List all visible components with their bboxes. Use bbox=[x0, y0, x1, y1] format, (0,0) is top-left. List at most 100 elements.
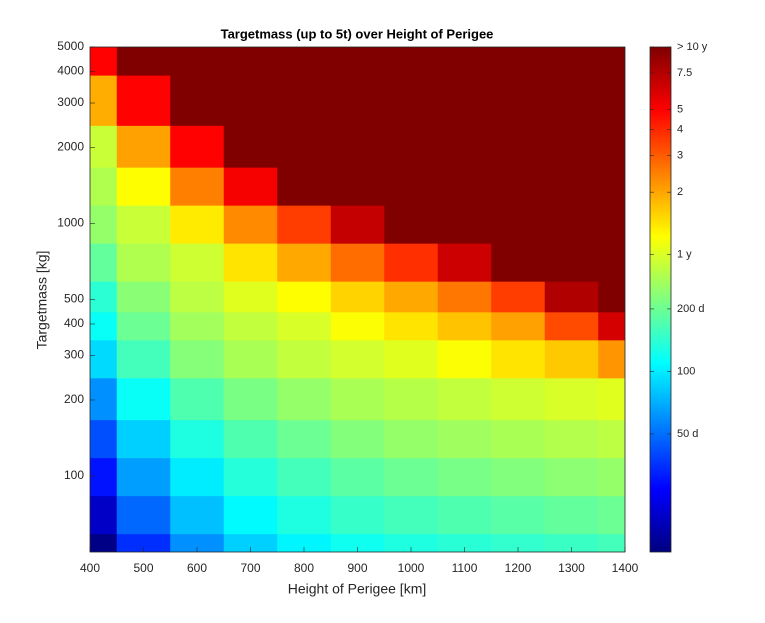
heat-cell bbox=[116, 47, 171, 76]
heat-cell bbox=[384, 75, 439, 126]
heat-cell bbox=[277, 339, 332, 379]
heat-cell bbox=[330, 419, 385, 459]
heat-cell bbox=[544, 167, 599, 206]
heat-cell bbox=[384, 419, 439, 459]
heat-cell bbox=[223, 75, 278, 126]
heat-cell bbox=[491, 167, 546, 206]
heat-cell bbox=[491, 205, 546, 244]
colorbar-tick-label: 200 d bbox=[677, 303, 705, 315]
heat-cell bbox=[491, 311, 546, 341]
heat-cell bbox=[437, 457, 492, 497]
heat-cell bbox=[330, 243, 385, 282]
heat-cell bbox=[437, 281, 492, 313]
colorbar-tick-label: 50 d bbox=[677, 428, 698, 440]
heat-cell bbox=[598, 47, 625, 76]
heat-cell bbox=[598, 419, 625, 459]
heat-cell bbox=[384, 125, 439, 168]
heat-cell bbox=[437, 205, 492, 244]
x-tick-label: 1000 bbox=[398, 561, 425, 575]
heat-cell bbox=[330, 125, 385, 168]
heat-cell bbox=[330, 533, 385, 552]
heat-cell bbox=[90, 167, 118, 206]
colorbar-tick-label: 100 bbox=[677, 365, 695, 377]
heat-cell bbox=[491, 377, 546, 421]
heat-cell bbox=[170, 125, 225, 168]
heat-cell bbox=[330, 75, 385, 126]
heat-cell bbox=[116, 457, 171, 497]
heat-cell bbox=[90, 243, 118, 282]
heat-cell bbox=[598, 243, 625, 282]
heat-cell bbox=[223, 311, 278, 341]
heat-cell bbox=[170, 533, 225, 552]
heat-cell bbox=[384, 205, 439, 244]
heat-cell bbox=[384, 377, 439, 421]
heat-cell bbox=[384, 47, 439, 76]
y-tick-label: 200 bbox=[64, 392, 84, 406]
heat-cell bbox=[491, 495, 546, 535]
x-tick-label: 800 bbox=[294, 561, 314, 575]
heat-cell bbox=[223, 47, 278, 76]
heat-cell bbox=[544, 205, 599, 244]
heat-cell bbox=[170, 75, 225, 126]
heat-cell bbox=[223, 457, 278, 497]
heat-cell bbox=[544, 47, 599, 76]
heat-cell bbox=[330, 495, 385, 535]
colorbar-tick-label: 1 y bbox=[677, 249, 692, 261]
heat-cell bbox=[437, 243, 492, 282]
heat-cell bbox=[384, 457, 439, 497]
x-tick-label: 1100 bbox=[452, 561, 478, 575]
heat-cell bbox=[544, 75, 599, 126]
heat-cell bbox=[116, 243, 171, 282]
heat-cell bbox=[277, 167, 332, 206]
x-tick-label: 400 bbox=[80, 561, 100, 575]
heat-cell bbox=[170, 281, 225, 313]
heat-cell bbox=[598, 311, 625, 341]
heat-cell bbox=[491, 533, 546, 552]
colorbar-tick-label: 5 bbox=[677, 103, 683, 115]
heat-cell bbox=[116, 495, 171, 535]
heat-cell bbox=[277, 533, 332, 552]
heat-cell bbox=[384, 495, 439, 535]
heat-cell bbox=[384, 533, 439, 552]
heat-cell bbox=[277, 125, 332, 168]
heat-cell bbox=[598, 75, 625, 126]
heat-cell bbox=[90, 47, 118, 76]
colorbar-tick-label: 7.5 bbox=[677, 67, 692, 79]
heat-cell bbox=[116, 377, 171, 421]
heat-cell bbox=[491, 339, 546, 379]
heat-cell bbox=[170, 167, 225, 206]
heat-cell bbox=[90, 457, 118, 497]
y-tick-label: 5000 bbox=[57, 39, 84, 53]
heat-cell bbox=[223, 495, 278, 535]
heat-cell bbox=[90, 533, 118, 552]
heat-cell bbox=[170, 419, 225, 459]
heat-cell bbox=[491, 125, 546, 168]
x-tick-label: 600 bbox=[187, 561, 207, 575]
y-tick-label: 4000 bbox=[57, 64, 84, 78]
heat-cell bbox=[491, 281, 546, 313]
heat-cell bbox=[277, 281, 332, 313]
colorbar-tick-label: 3 bbox=[677, 149, 683, 161]
colorbar-tick-label: 4 bbox=[677, 124, 683, 136]
heat-cell bbox=[90, 125, 118, 168]
heat-cell bbox=[598, 457, 625, 497]
heat-cell bbox=[544, 419, 599, 459]
heat-cell bbox=[491, 75, 546, 126]
heat-cell bbox=[223, 533, 278, 552]
heat-cell bbox=[491, 419, 546, 459]
x-tick-label: 1400 bbox=[612, 561, 639, 575]
heat-cell bbox=[277, 377, 332, 421]
x-tick-label: 500 bbox=[133, 561, 153, 575]
heat-cell bbox=[277, 47, 332, 76]
heat-cell bbox=[90, 377, 118, 421]
heat-cell bbox=[437, 339, 492, 379]
heat-cell bbox=[170, 339, 225, 379]
heat-cell bbox=[437, 75, 492, 126]
heat-cell bbox=[491, 457, 546, 497]
heat-cell bbox=[116, 419, 171, 459]
heat-cell bbox=[330, 339, 385, 379]
heat-cell bbox=[598, 125, 625, 168]
heat-cell bbox=[437, 495, 492, 535]
y-axis-label: Targetmass [kg] bbox=[34, 251, 50, 350]
heat-cell bbox=[544, 495, 599, 535]
